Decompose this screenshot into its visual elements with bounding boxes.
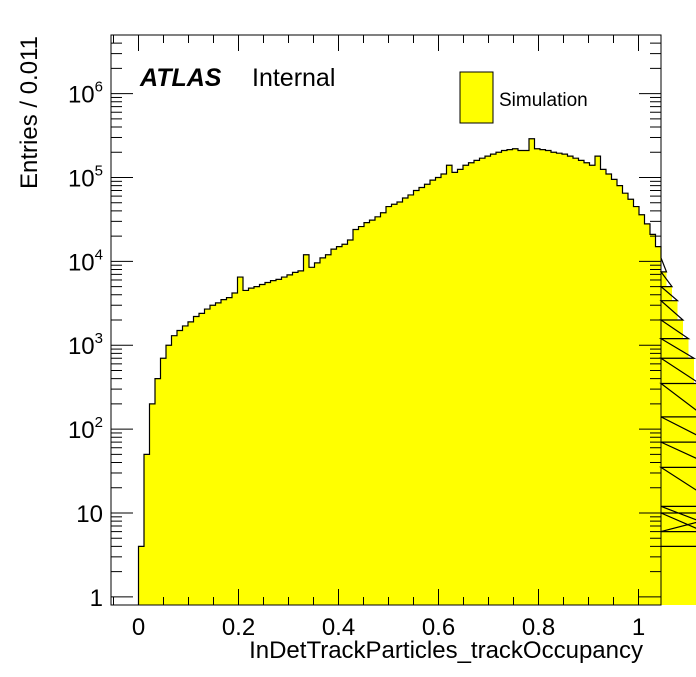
y-tick-label: 104 — [68, 246, 103, 276]
y-tick-label: 1 — [90, 585, 103, 612]
y-tick-label: 102 — [68, 414, 103, 444]
histogram-bars — [139, 139, 696, 605]
status-label: Internal — [252, 64, 335, 92]
x-axis-label: InDetTrackParticles_trackOccupancy — [249, 637, 643, 664]
y-tick-label: 103 — [68, 330, 103, 360]
legend-swatch-simulation — [460, 72, 493, 123]
atlas-label: ATLAS — [139, 64, 222, 92]
y-axis-label: Entries / 0.011 — [16, 36, 43, 189]
y-tick-label: 105 — [68, 163, 103, 193]
histogram-fill — [139, 139, 696, 605]
x-tick-label: 0 — [132, 614, 145, 641]
y-tick-label: 106 — [68, 79, 103, 109]
y-tick-label: 10 — [76, 501, 103, 528]
legend: Simulation — [460, 72, 588, 123]
legend-label-simulation: Simulation — [499, 90, 588, 111]
